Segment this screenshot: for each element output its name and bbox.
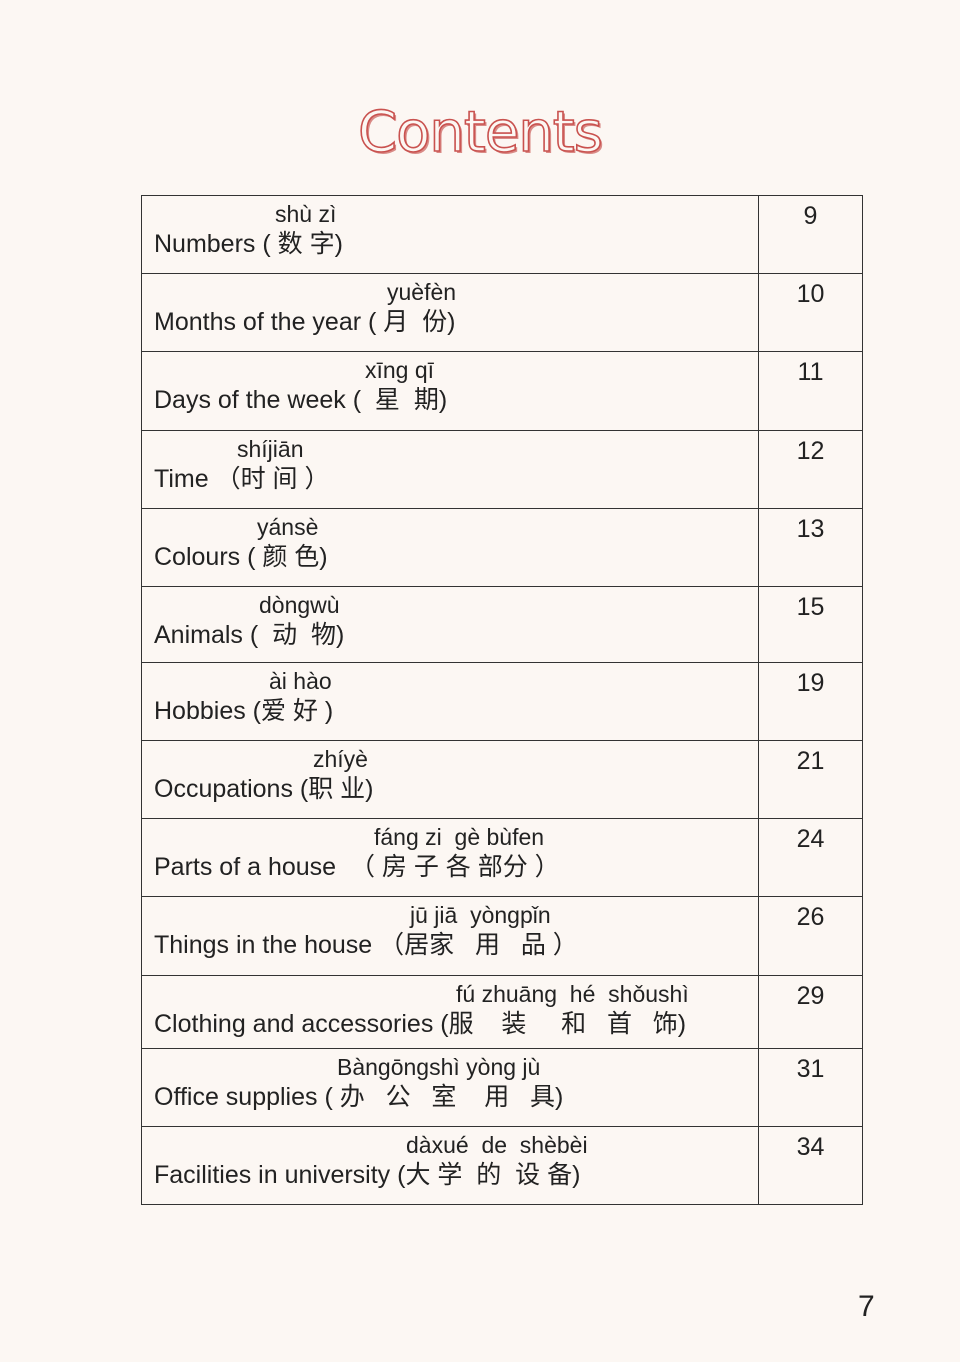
topic-label[interactable]: Days of the week ( 星 期) [154,386,448,414]
contents-row[interactable]: fú zhuāng hé shǒushì Clothing and access… [141,975,863,1049]
topic-cell: yuèfèn Months of the year ( 月 份) [141,273,759,352]
page-cell: 31 [758,1048,863,1127]
topic-label[interactable]: Animals ( 动 物) [154,621,345,649]
contents-table: shù zì Numbers ( 数 字) 9 yuèfèn Months of… [141,195,863,1205]
pinyin: fú zhuāng hé shǒushì [456,981,689,1007]
contents-row[interactable]: jū jiā yòngpǐn Things in the house （居家 用… [141,896,863,976]
topic-label[interactable]: Hobbies (爱 好 ) [154,697,334,725]
contents-row[interactable]: shù zì Numbers ( 数 字) 9 [141,195,863,274]
pinyin: jū jiā yòngpǐn [410,902,551,928]
topic-cell: fáng zi gè bùfen Parts of a house （ 房 子 … [141,818,759,897]
topic-cell: zhíyè Occupations (职 业) [141,740,759,819]
pinyin: yánsè [257,514,319,540]
page-cell: 34 [758,1126,863,1205]
page-cell: 12 [758,430,863,509]
pinyin: shù zì [275,201,337,227]
topic-cell: yánsè Colours ( 颜 色) [141,508,759,587]
page-cell: 9 [758,195,863,274]
pinyin: yuèfèn [387,279,457,305]
page-cell: 11 [758,351,863,431]
contents-row[interactable]: dàxué de shèbèi Facilities in university… [141,1126,863,1205]
topic-label[interactable]: Time （时 间 ） [154,465,330,493]
page-cell: 19 [758,662,863,741]
page-cell: 24 [758,818,863,897]
topic-cell: xīng qī Days of the week ( 星 期) [141,351,759,431]
topic-label[interactable]: Parts of a house （ 房 子 各 部分 ） [154,853,560,881]
topic-label[interactable]: Numbers ( 数 字) [154,230,343,258]
topic-cell: shíjiān Time （时 间 ） [141,430,759,509]
topic-cell: dòngwù Animals ( 动 物) [141,586,759,663]
pinyin: dàxué de shèbèi [406,1132,588,1158]
contents-row[interactable]: ài hào Hobbies (爱 好 ) 19 [141,662,863,741]
pinyin: dòngwù [259,592,340,618]
page-cell: 15 [758,586,863,663]
topic-cell: dàxué de shèbèi Facilities in university… [141,1126,759,1205]
contents-row[interactable]: Bàngōngshì yòng jù Office supplies ( 办 公… [141,1048,863,1127]
contents-row[interactable]: dòngwù Animals ( 动 物) 15 [141,586,863,663]
topic-label[interactable]: Facilities in university (大 学 的 设 备) [154,1161,581,1189]
page-title: Contents [357,99,603,166]
topic-cell: Bàngōngshì yòng jù Office supplies ( 办 公… [141,1048,759,1127]
topic-cell: ài hào Hobbies (爱 好 ) [141,662,759,741]
topic-label[interactable]: Occupations (职 业) [154,775,374,803]
contents-row[interactable]: yánsè Colours ( 颜 色) 13 [141,508,863,587]
page-cell: 21 [758,740,863,819]
topic-cell: jū jiā yòngpǐn Things in the house （居家 用… [141,896,759,976]
page-number: 7 [858,1290,875,1323]
topic-label[interactable]: Months of the year ( 月 份) [154,308,456,336]
topic-label[interactable]: Clothing and accessories (服 装 和 首 饰) [154,1010,687,1038]
page-cell: 13 [758,508,863,587]
pinyin: xīng qī [365,357,435,383]
topic-label[interactable]: Colours ( 颜 色) [154,543,328,571]
pinyin: ài hào [269,668,332,694]
pinyin: Bàngōngshì yòng jù [337,1054,541,1080]
topic-cell: shù zì Numbers ( 数 字) [141,195,759,274]
contents-row[interactable]: xīng qī Days of the week ( 星 期) 11 [141,351,863,431]
page-cell: 26 [758,896,863,976]
contents-row[interactable]: fáng zi gè bùfen Parts of a house （ 房 子 … [141,818,863,897]
contents-row[interactable]: yuèfèn Months of the year ( 月 份) 10 [141,273,863,352]
contents-row[interactable]: zhíyè Occupations (职 业) 21 [141,740,863,819]
page-cell: 10 [758,273,863,352]
contents-row[interactable]: shíjiān Time （时 间 ） 12 [141,430,863,509]
pinyin: zhíyè [313,746,368,772]
pinyin: shíjiān [237,436,304,462]
topic-label[interactable]: Office supplies ( 办 公 室 用 具) [154,1083,564,1111]
page-cell: 29 [758,975,863,1049]
pinyin: fáng zi gè bùfen [374,824,545,850]
topic-label[interactable]: Things in the house （居家 用 品 ） [154,931,578,959]
topic-cell: fú zhuāng hé shǒushì Clothing and access… [141,975,759,1049]
